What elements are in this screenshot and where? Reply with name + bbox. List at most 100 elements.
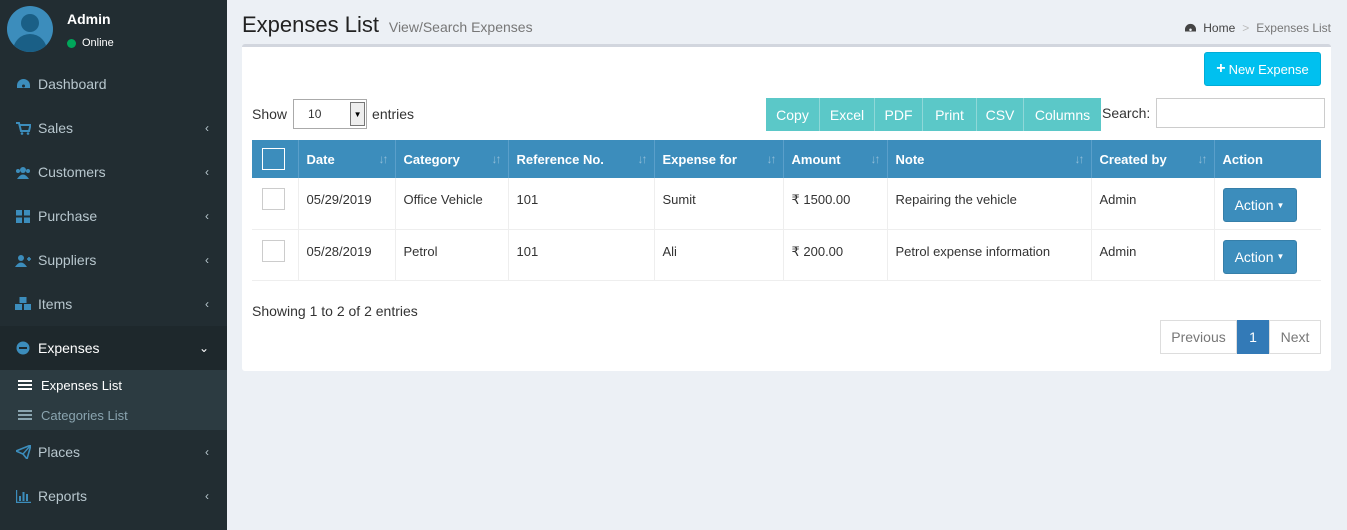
sidebar-item-expenses[interactable]: Expenses ⌄ <box>0 326 227 370</box>
column-amount[interactable]: Amount ↓↑ <box>783 140 888 178</box>
cell-reference: 101 <box>508 178 655 230</box>
chevron-left-icon: ‹ <box>205 297 209 311</box>
dropdown-arrow-icon: ▼ <box>350 102 366 126</box>
column-action: Action <box>1214 140 1321 178</box>
previous-button[interactable]: Previous <box>1160 320 1237 354</box>
list-icon <box>18 410 32 420</box>
show-label: Show <box>252 106 288 122</box>
pdf-button[interactable]: PDF <box>875 98 923 131</box>
cell-expense-for: Sumit <box>654 178 784 230</box>
column-category[interactable]: Category ↓↑ <box>395 140 509 178</box>
expenses-box: + New Expense Show 10 ▼ entries Copy Exc… <box>242 44 1331 371</box>
action-dropdown-button[interactable]: Action ▼ <box>1222 239 1297 274</box>
user-panel: Admin Online <box>0 0 227 62</box>
sidebar-item-items[interactable]: Items ‹ <box>0 282 227 326</box>
sidebar-item-suppliers[interactable]: Suppliers ‹ <box>0 238 227 282</box>
chevron-down-icon: ⌄ <box>198 341 209 355</box>
table-info: Showing 1 to 2 of 2 entries <box>252 303 418 319</box>
cell-created-by: Admin <box>1091 229 1215 281</box>
pagination: Previous 1 Next <box>1160 320 1321 354</box>
chevron-left-icon: ‹ <box>205 489 209 503</box>
column-expense-for[interactable]: Expense for ↓↑ <box>654 140 784 178</box>
bar-chart-icon <box>15 488 31 504</box>
row-checkbox[interactable] <box>262 188 285 210</box>
entries-label: entries <box>372 106 415 122</box>
table-row: 05/28/2019 Petrol 101 Ali ₹ 200.00 Petro… <box>252 229 1321 281</box>
cell-category: Office Vehicle <box>395 178 509 230</box>
cell-note: Petrol expense information <box>887 229 1092 281</box>
search-input[interactable] <box>1156 98 1326 128</box>
sidebar-item-purchase[interactable]: Purchase ‹ <box>0 194 227 238</box>
submenu-item-expenses-list[interactable]: Expenses List <box>0 370 227 400</box>
csv-button[interactable]: CSV <box>977 98 1024 131</box>
column-created-by[interactable]: Created by ↓↑ <box>1091 140 1215 178</box>
select-all-header <box>252 140 299 178</box>
column-note[interactable]: Note ↓↑ <box>887 140 1092 178</box>
copy-button[interactable]: Copy <box>766 98 820 131</box>
page-length-control: Show 10 ▼ entries <box>252 99 414 129</box>
chevron-left-icon: ‹ <box>205 445 209 459</box>
sort-icon: ↓↑ <box>491 152 502 166</box>
sort-icon: ↓↑ <box>1197 152 1208 166</box>
user-status: Online <box>67 37 114 49</box>
search-label: Search: <box>1102 105 1151 121</box>
avatar[interactable] <box>7 6 53 52</box>
row-checkbox[interactable] <box>262 239 285 262</box>
action-dropdown-button[interactable]: Action ▼ <box>1222 188 1297 222</box>
content-header: Expenses List View/Search Expenses <box>242 12 533 38</box>
cell-date: 05/29/2019 <box>298 178 396 230</box>
breadcrumb: Home > Expenses List <box>1184 21 1331 35</box>
user-name: Admin <box>67 11 111 27</box>
chevron-left-icon: ‹ <box>205 209 209 223</box>
page-title: Expenses List <box>242 12 379 37</box>
minus-circle-icon <box>15 340 31 356</box>
row-select-cell <box>252 229 299 281</box>
breadcrumb-current: Expenses List <box>1256 21 1331 35</box>
new-expense-button[interactable]: + New Expense <box>1204 52 1321 86</box>
sidebar-item-dashboard[interactable]: Dashboard <box>0 62 227 106</box>
sort-icon: ↓↑ <box>378 152 389 166</box>
caret-down-icon: ▼ <box>1276 252 1285 261</box>
paper-plane-icon <box>15 444 31 460</box>
user-plus-icon <box>15 252 31 268</box>
expenses-submenu: Expenses List Categories List <box>0 370 227 430</box>
breadcrumb-home[interactable]: Home <box>1203 21 1236 35</box>
dashboard-icon <box>15 76 31 92</box>
sidebar-item-customers[interactable]: Customers ‹ <box>0 150 227 194</box>
online-dot-icon <box>67 38 76 48</box>
sidebar: Admin Online Dashboard Sales ‹ Customers… <box>0 0 227 530</box>
sidebar-item-places[interactable]: Places ‹ <box>0 430 227 474</box>
sort-icon: ↓↑ <box>637 152 648 166</box>
next-button[interactable]: Next <box>1269 320 1321 354</box>
cubes-icon <box>15 296 31 312</box>
cell-action: Action ▼ <box>1214 178 1321 230</box>
columns-button[interactable]: Columns <box>1024 98 1101 131</box>
select-all-checkbox[interactable] <box>262 148 285 170</box>
page-1-button[interactable]: 1 <box>1237 320 1269 354</box>
sort-icon: ↓↑ <box>870 152 881 166</box>
print-button[interactable]: Print <box>923 98 977 131</box>
list-icon <box>18 380 32 390</box>
cell-amount: ₹ 1500.00 <box>783 178 888 230</box>
cell-reference: 101 <box>508 229 655 281</box>
chevron-left-icon: ‹ <box>205 165 209 179</box>
search-control: Search: <box>1102 98 1326 128</box>
grid-icon <box>15 208 31 224</box>
page-length-select[interactable]: 10 ▼ <box>293 99 368 129</box>
cart-icon <box>15 120 31 136</box>
submenu-item-categories-list[interactable]: Categories List <box>0 400 227 430</box>
caret-down-icon: ▼ <box>1276 200 1285 210</box>
cell-date: 05/28/2019 <box>298 229 396 281</box>
excel-button[interactable]: Excel <box>820 98 875 131</box>
sidebar-item-sales[interactable]: Sales ‹ <box>0 106 227 150</box>
chevron-left-icon: ‹ <box>205 253 209 267</box>
sort-icon: ↓↑ <box>766 152 777 166</box>
breadcrumb-separator: > <box>1242 21 1250 35</box>
dashboard-icon <box>1185 23 1197 31</box>
column-reference[interactable]: Reference No. ↓↑ <box>508 140 655 178</box>
cell-note: Repairing the vehicle <box>887 178 1092 230</box>
column-date[interactable]: Date ↓↑ <box>298 140 396 178</box>
table-header-row: Date ↓↑ Category ↓↑ Reference No. ↓↑ Expens… <box>252 140 1321 178</box>
table-row: 05/29/2019 Office Vehicle 101 Sumit ₹ 15… <box>252 178 1321 230</box>
sidebar-item-reports[interactable]: Reports ‹ <box>0 474 227 518</box>
